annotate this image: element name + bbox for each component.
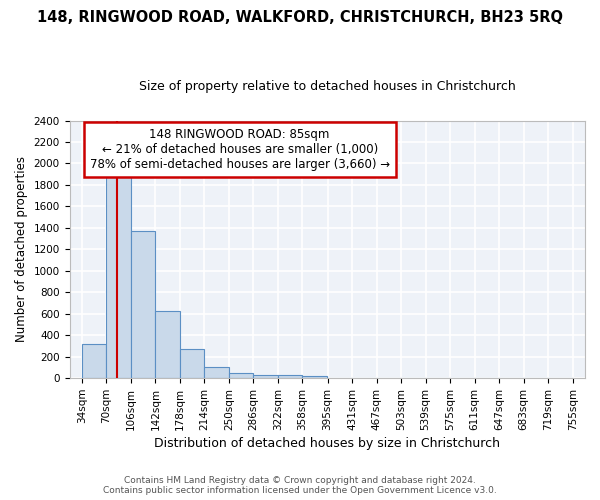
Text: 148, RINGWOOD ROAD, WALKFORD, CHRISTCHURCH, BH23 5RQ: 148, RINGWOOD ROAD, WALKFORD, CHRISTCHUR…: [37, 10, 563, 25]
Bar: [106, 169, 131, 378]
Bar: [155, 310, 180, 378]
Bar: [302, 376, 327, 378]
Text: 148 RINGWOOD ROAD: 85sqm
← 21% of detached houses are smaller (1,000)
78% of sem: 148 RINGWOOD ROAD: 85sqm ← 21% of detach…: [89, 128, 389, 172]
Text: Contains HM Land Registry data © Crown copyright and database right 2024.
Contai: Contains HM Land Registry data © Crown c…: [103, 476, 497, 495]
Title: Size of property relative to detached houses in Christchurch: Size of property relative to detached ho…: [139, 80, 515, 93]
Bar: [253, 375, 278, 378]
Bar: [180, 348, 205, 378]
Bar: [278, 375, 302, 378]
Bar: [229, 373, 253, 378]
Bar: [131, 231, 155, 378]
Y-axis label: Number of detached properties: Number of detached properties: [15, 156, 28, 342]
Bar: [205, 368, 229, 378]
X-axis label: Distribution of detached houses by size in Christchurch: Distribution of detached houses by size …: [154, 437, 500, 450]
Bar: [82, 344, 106, 378]
